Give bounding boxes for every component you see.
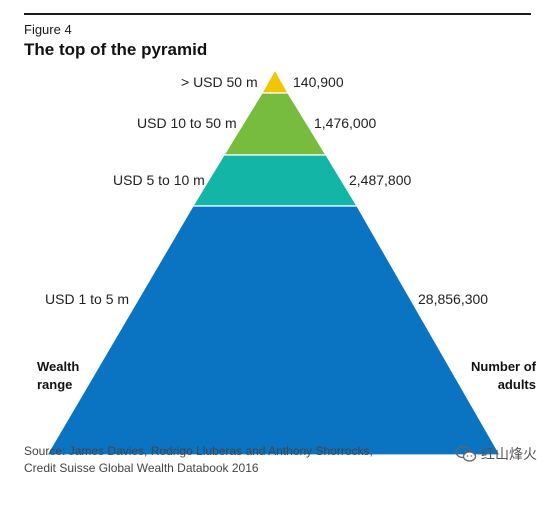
pyramid-tier-10-to-50m xyxy=(222,92,328,156)
pyramid-tier-1-to-5m xyxy=(45,205,502,456)
pyramid-tier-5-to-10m xyxy=(191,154,359,207)
source-note: Source: James Davies, Rodrigo Lluberas a… xyxy=(24,443,384,477)
source-line-2: Credit Suisse Global Wealth Databook 201… xyxy=(24,461,259,475)
range-label-over-50m: > USD 50 m xyxy=(181,74,258,90)
range-label-1-to-5m: USD 1 to 5 m xyxy=(45,291,130,307)
range-label-5-to-10m: USD 5 to 10 m xyxy=(113,172,205,188)
figure-label: Figure 4 xyxy=(24,22,72,37)
count-label-5-to-10m: 2,487,800 xyxy=(349,172,412,188)
pyramid-tier-over-50m xyxy=(260,68,290,94)
watermark-text: 红山烽火 xyxy=(481,447,537,463)
source-line-1: Source: James Davies, Rodrigo Lluberas a… xyxy=(24,444,373,458)
top-rule xyxy=(24,13,531,15)
chart-title: The top of the pyramid xyxy=(24,40,208,59)
watermark: 红山烽火 xyxy=(455,444,537,464)
count-label-1-to-5m: 28,856,300 xyxy=(418,291,489,307)
count-label-10-to-50m: 1,476,000 xyxy=(314,115,377,131)
number-of-adults-title: Number of adults xyxy=(471,359,536,392)
wechat-icon xyxy=(455,445,477,462)
count-label-over-50m: 140,900 xyxy=(293,74,344,90)
wealth-range-title: Wealth range xyxy=(37,359,80,392)
range-label-10-to-50m: USD 10 to 50 m xyxy=(137,115,237,131)
